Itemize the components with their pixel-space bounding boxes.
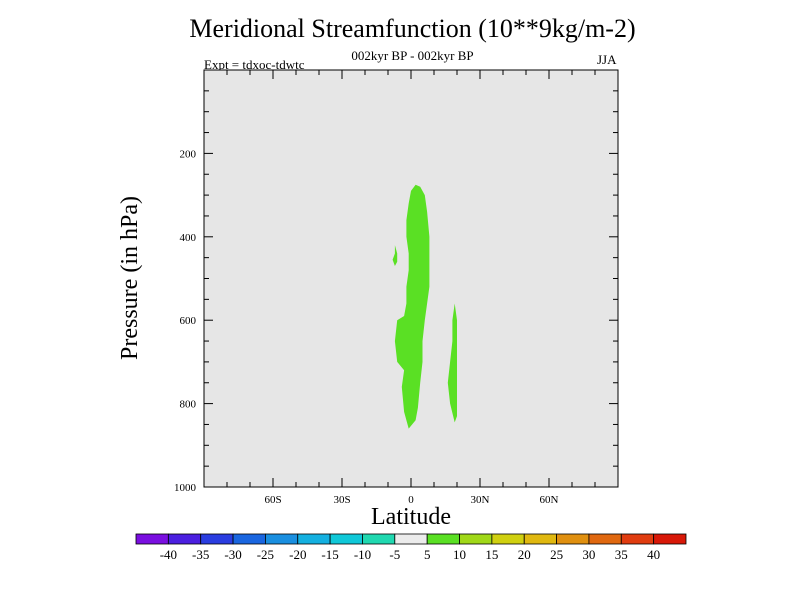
x-tick-label: 60N: [540, 494, 559, 506]
contour-region-main-positive-cell: [394, 184, 430, 429]
y-tick-label: 200: [180, 148, 197, 160]
colorbar-label: -5: [389, 547, 400, 562]
colorbar-label: -30: [224, 547, 241, 562]
colorbar-label: 40: [647, 547, 660, 562]
contour-region-small-blob-left: [392, 245, 398, 266]
colorbar-label: 35: [615, 547, 628, 562]
colorbar-swatch: [135, 533, 169, 545]
colorbar-swatch: [297, 533, 331, 545]
x-axis-label: Latitude: [371, 504, 451, 530]
colorbar-label: -35: [192, 547, 209, 562]
contour-regions: [392, 184, 457, 429]
colorbar-swatch: [232, 533, 266, 545]
y-tick-label: 400: [180, 232, 197, 244]
colorbar-swatch: [167, 533, 202, 545]
colorbar-label: -10: [354, 547, 371, 562]
colorbar-swatch: [329, 533, 363, 545]
colorbar-swatch: [491, 533, 525, 545]
y-tick-label: 800: [180, 399, 197, 411]
x-tick-label: 30N: [471, 494, 490, 506]
colorbar-label: 25: [550, 547, 563, 562]
colorbar-swatch: [459, 533, 493, 545]
colorbar-swatch: [620, 533, 655, 545]
colorbar-label: 10: [453, 547, 466, 562]
season-label: JJA: [597, 52, 617, 67]
period-label: 002kyr BP - 002kyr BP: [351, 48, 474, 63]
colorbar-swatch: [653, 533, 687, 545]
x-tick-label: 30S: [333, 494, 350, 506]
colorbar-swatch: [362, 533, 396, 545]
y-tick-label: 1000: [174, 482, 197, 494]
colorbar-swatch: [588, 533, 622, 545]
colorbar-label: 15: [485, 547, 498, 562]
contour-region-right-cell-30N: [447, 303, 457, 423]
axis-ticks: 200 400 600 800 1000 60S 30S 0 30N 60N: [174, 70, 618, 506]
colorbar-swatch: [200, 533, 234, 545]
y-tick-label: 600: [180, 315, 197, 327]
colorbar-label: 20: [518, 547, 531, 562]
colorbar-label: -20: [289, 547, 306, 562]
y-axis-label: Pressure (in hPa): [117, 196, 143, 360]
colorbar-swatch: [394, 533, 428, 545]
colorbar-swatch: [556, 533, 590, 545]
colorbar: -40 -35 -30 -25 -20 -15 -10 -5 5 10 15 20 25 30 35 40: [135, 533, 687, 562]
colorbar-swatch: [523, 533, 557, 545]
x-tick-label: 0: [408, 494, 414, 506]
colorbar-label: 5: [424, 547, 431, 562]
experiment-label: Expt = tdxoc-tdwtc: [204, 57, 305, 72]
colorbar-label: -15: [321, 547, 338, 562]
colorbar-swatch: [265, 533, 299, 545]
colorbar-label: 30: [582, 547, 595, 562]
colorbar-swatch: [426, 533, 460, 545]
colorbar-label: -40: [160, 547, 177, 562]
colorbar-label: -25: [257, 547, 274, 562]
x-tick-label: 60S: [264, 494, 281, 506]
chart-title: Meridional Streamfunction (10**9kg/m-2): [189, 14, 636, 43]
